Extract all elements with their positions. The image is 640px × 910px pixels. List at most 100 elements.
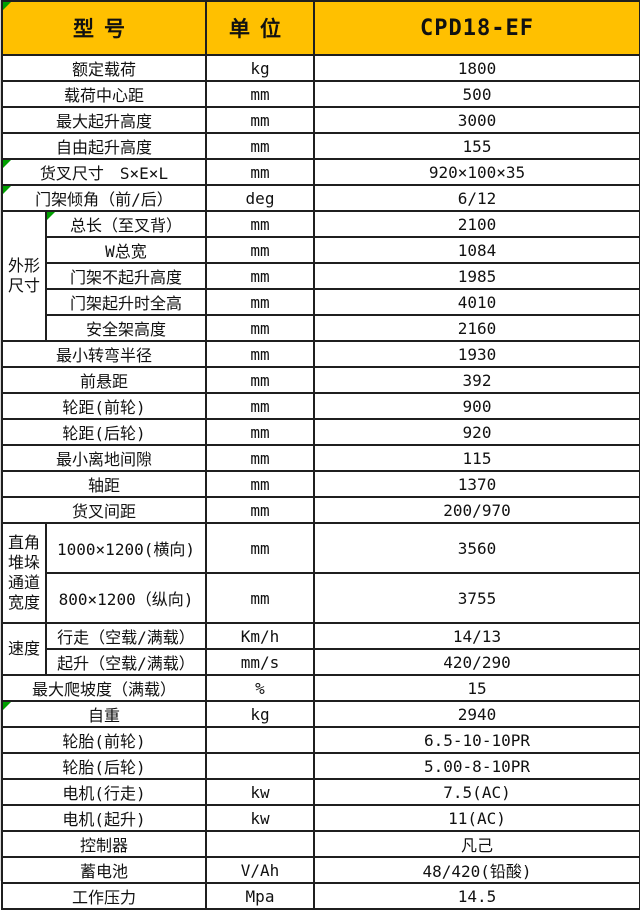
table-row: 800×1200（纵向) mm 3755 (2, 572, 640, 624)
table-row: 工作压力 Mpa 14.5 (1, 882, 640, 910)
spec-label-cell: 载荷中心距 (1, 80, 207, 108)
table-row: 货叉间距 mm 200/970 (1, 496, 640, 524)
unit-cell: mm (205, 392, 315, 420)
value-cell: 500 (313, 80, 640, 108)
unit-cell: kw (205, 778, 315, 806)
unit-cell: mm (205, 340, 315, 368)
unit-cell: mm (205, 314, 315, 342)
spec-label-cell: 最小转弯半径 (1, 340, 207, 368)
table-row: 外形尺寸 总长（至叉背） mm 2100 (1, 210, 640, 342)
group-label-cell: 直角堆垛通道宽度 (1, 522, 47, 624)
value-cell: 15 (313, 674, 640, 702)
unit-cell: mm (205, 496, 315, 524)
unit-cell: mm (205, 106, 315, 134)
value-cell: 1985 (313, 262, 640, 290)
value-cell: 392 (313, 366, 640, 394)
unit-cell: mm (205, 262, 315, 290)
spec-label-cell: 1000×1200(横向) (45, 522, 207, 574)
spec-label-cell: 安全架高度 (45, 314, 207, 342)
value-cell: 4010 (313, 288, 640, 316)
unit-cell: mm (205, 572, 315, 624)
unit-cell (205, 726, 315, 754)
spec-label-cell: W总宽 (45, 236, 207, 264)
spec-label-cell: 轮胎(前轮) (1, 726, 207, 754)
spec-label-cell: 电机(起升) (1, 804, 207, 832)
spec-label-cell: 蓄电池 (1, 856, 207, 884)
table-row: 自重 kg 2940 (1, 700, 640, 728)
unit-cell: Mpa (205, 882, 315, 910)
table-header-row: 型号 单位 CPD18-EF (1, 0, 640, 56)
table-row: 轴距 mm 1370 (1, 470, 640, 498)
value-cell: 48/420(铅酸) (313, 856, 640, 884)
value-cell: 2940 (313, 700, 640, 728)
spec-label-cell: 轮距(前轮) (1, 392, 207, 420)
value-cell: 凡己 (313, 830, 640, 858)
value-cell: 1800 (313, 54, 640, 82)
value-cell: 11(AC) (313, 804, 640, 832)
value-cell: 1930 (313, 340, 640, 368)
spec-label-cell: 最大爬坡度（满载） (1, 674, 207, 702)
spec-label-cell: 起升（空载/满载） (45, 648, 207, 676)
value-cell: 6.5-10-10PR (313, 726, 640, 754)
table-row: 前悬距 mm 392 (1, 366, 640, 394)
spec-label-cell: 自重 (1, 700, 207, 728)
header-unit-column: 单位 (205, 0, 315, 56)
unit-cell: mm (205, 236, 315, 264)
value-cell: 3755 (313, 572, 640, 624)
table-row: 速度 行走（空载/满载） Km/h 14/13 (1, 622, 640, 676)
spec-label-cell: 前悬距 (1, 366, 207, 394)
spec-label-cell: 额定载荷 (1, 54, 207, 82)
unit-cell: mm (205, 418, 315, 446)
header-unit-label: 单位 (229, 17, 291, 41)
table-row: 电机(行走) kw 7.5(AC) (1, 778, 640, 806)
spec-label-cell: 控制器 (1, 830, 207, 858)
unit-cell: mm (205, 444, 315, 472)
spec-label-cell: 轮胎(后轮) (1, 752, 207, 780)
table-row: 货叉尺寸 S×E×L mm 920×100×35 (1, 158, 640, 186)
group-label-cell: 外形尺寸 (1, 210, 47, 342)
spec-label-cell: 工作压力 (1, 882, 207, 910)
table-row: 载荷中心距 mm 500 (1, 80, 640, 108)
unit-cell: mm (205, 158, 315, 186)
value-cell: 115 (313, 444, 640, 472)
table-row: 最大起升高度 mm 3000 (1, 106, 640, 134)
table-row: 轮距(后轮) mm 920 (1, 418, 640, 446)
table-row: 轮胎(后轮) 5.00-8-10PR (1, 752, 640, 780)
value-cell: 5.00-8-10PR (313, 752, 640, 780)
table-row: 轮胎(前轮) 6.5-10-10PR (1, 726, 640, 754)
spec-label-cell: 门架起升时全高 (45, 288, 207, 316)
unit-cell: mm/s (205, 648, 315, 676)
unit-cell: mm (205, 470, 315, 498)
value-cell: 6/12 (313, 184, 640, 212)
unit-cell: mm (205, 80, 315, 108)
spec-label-cell: 电机(行走) (1, 778, 207, 806)
spec-label-cell: 最小离地间隙 (1, 444, 207, 472)
spec-label-cell: 最大起升高度 (1, 106, 207, 134)
spec-label-cell: 轴距 (1, 470, 207, 498)
value-cell: 900 (313, 392, 640, 420)
unit-cell: mm (205, 288, 315, 316)
unit-cell (205, 752, 315, 780)
unit-cell: mm (205, 366, 315, 394)
table-row: 门架不起升高度 mm 1985 (2, 262, 640, 290)
header-model-label: 型号 (73, 17, 135, 41)
value-cell: 155 (313, 132, 640, 160)
value-cell: 920 (313, 418, 640, 446)
table-row: 起升（空载/满载） mm/s 420/290 (2, 648, 640, 676)
header-model-value: CPD18-EF (420, 15, 534, 41)
table-row: 门架倾角（前/后） deg 6/12 (1, 184, 640, 212)
spec-label-cell: 轮距(后轮) (1, 418, 207, 446)
spec-label-cell: 行走（空载/满载） (45, 622, 207, 650)
table-row: 直角堆垛通道宽度 1000×1200(横向) mm 3560 (1, 522, 640, 624)
table-row: 最小转弯半径 mm 1930 (1, 340, 640, 368)
table-row: 蓄电池 V/Ah 48/420(铅酸) (1, 856, 640, 884)
spec-label-cell: 货叉间距 (1, 496, 207, 524)
table-row: 门架起升时全高 mm 4010 (2, 288, 640, 316)
table-row: 安全架高度 mm 2160 (2, 314, 640, 342)
spec-label-cell: 门架倾角（前/后） (1, 184, 207, 212)
value-cell: 14.5 (313, 882, 640, 910)
unit-cell: kg (205, 54, 315, 82)
table-row: 最小离地间隙 mm 115 (1, 444, 640, 472)
